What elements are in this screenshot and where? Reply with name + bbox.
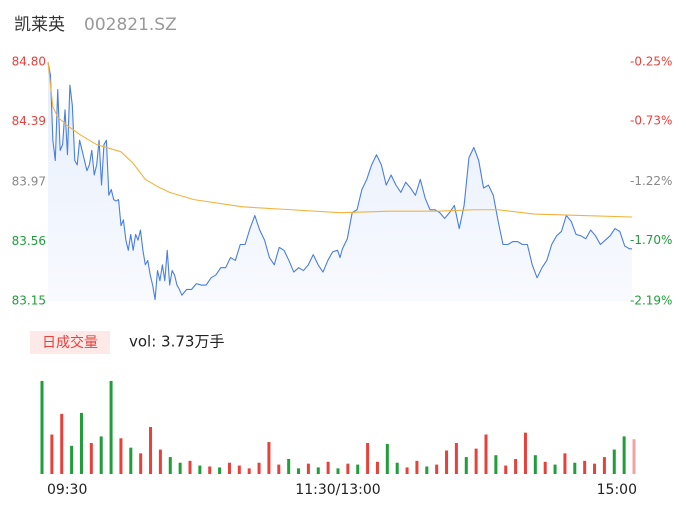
volume-bar	[435, 464, 439, 474]
volume-bar	[297, 468, 301, 474]
volume-bar	[405, 467, 409, 474]
volume-bar	[227, 462, 231, 474]
x-tick-label: 15:00	[597, 482, 637, 498]
y2-tick-label: -2.19%	[630, 294, 672, 308]
y2-tick-label: -0.73%	[630, 114, 672, 128]
volume-bar	[129, 447, 133, 474]
volume-bar	[89, 442, 93, 474]
volume-label-box	[30, 331, 110, 354]
y-tick-label: 84.80	[12, 55, 46, 69]
volume-bar	[178, 462, 182, 474]
volume-bar	[583, 460, 587, 474]
volume-bar	[415, 460, 419, 474]
volume-bar	[277, 464, 281, 474]
volume-bar	[50, 434, 54, 474]
volume-bar	[464, 457, 468, 474]
x-tick-label: 11:30/13:00	[295, 482, 380, 498]
volume-bar	[99, 436, 103, 474]
volume-bar	[504, 465, 508, 474]
volume-annotation: vol: 3.73万手	[129, 333, 224, 351]
volume-bar	[336, 468, 340, 474]
price-line	[47, 61, 632, 301]
volume-bar	[395, 462, 399, 474]
volume-bar	[632, 439, 636, 474]
volume-bar	[109, 380, 113, 474]
volume-bar	[425, 466, 429, 474]
volume-bar	[356, 464, 360, 474]
volume-bar	[445, 450, 449, 474]
y2-tick-label: -1.22%	[630, 174, 672, 188]
y-tick-label: 83.56	[12, 234, 46, 248]
volume-bar	[346, 463, 350, 474]
volume-bar	[523, 432, 527, 474]
volume-bar	[119, 438, 123, 474]
volume-bar	[612, 449, 616, 474]
volume-bar	[79, 412, 83, 474]
y-tick-label: 83.97	[12, 175, 46, 189]
volume-bar	[533, 455, 537, 474]
volume-bar	[553, 464, 557, 474]
volume-bar	[543, 461, 547, 474]
volume-bar	[573, 462, 577, 474]
volume-bar	[247, 468, 251, 474]
x-tick-label: 09:30	[47, 482, 87, 498]
volume-bar	[593, 463, 597, 474]
volume-bar	[139, 453, 143, 474]
volume-label: 日成交量	[42, 334, 98, 351]
chart-title: 凯莱英	[14, 15, 65, 35]
volume-bar	[326, 461, 330, 474]
volume-bar	[257, 462, 261, 474]
volume-bar	[514, 458, 518, 474]
volume-bar	[306, 463, 310, 474]
volume-bar	[494, 455, 498, 474]
volume-bar	[237, 465, 241, 474]
volume-bar	[602, 457, 606, 474]
chart-subtitle: 002821.SZ	[84, 15, 177, 35]
volume-bar	[149, 427, 153, 474]
volume-bar	[198, 465, 202, 474]
y2-tick-label: -0.25%	[630, 55, 672, 69]
volume-bar	[474, 448, 478, 474]
volume-bar	[158, 449, 162, 474]
volume-bar	[385, 443, 389, 474]
volume-bar	[316, 467, 320, 474]
volume-bar	[208, 466, 212, 474]
volume-bar	[70, 445, 74, 474]
volume-bar	[60, 413, 64, 474]
volume-bar	[168, 457, 172, 474]
y-tick-label: 84.39	[12, 114, 46, 128]
volume-bar	[218, 467, 222, 474]
volume-bar	[188, 460, 192, 474]
price-area	[48, 62, 632, 301]
volume-bar	[484, 434, 488, 474]
volume-bar	[267, 442, 271, 474]
volume-bar	[375, 461, 379, 474]
y2-tick-label: -1.70%	[630, 233, 672, 247]
volume-bar	[454, 442, 458, 474]
volume-bar	[40, 380, 44, 474]
volume-bar	[287, 458, 291, 474]
y-tick-label: 83.15	[12, 294, 46, 308]
volume-bar	[563, 453, 567, 474]
volume-bar	[622, 436, 626, 474]
average-line	[47, 61, 633, 218]
volume-bar	[366, 442, 370, 474]
